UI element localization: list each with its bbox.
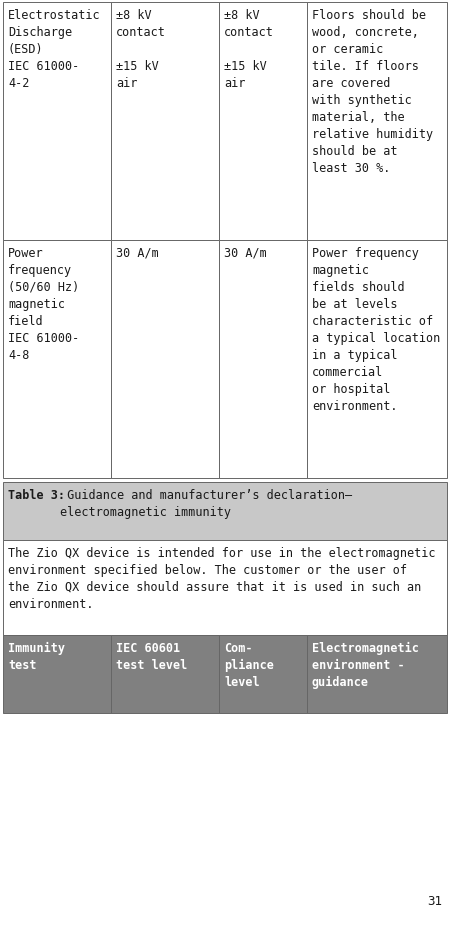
Bar [3, 2, 111, 240]
Text: Com-
pliance
level: Com- pliance level [224, 642, 274, 689]
Text: Floors should be
wood, concrete,
or ceramic
tile. If floors
are covered
with syn: Floors should be wood, concrete, or cera… [312, 9, 433, 175]
Bar [111, 635, 219, 713]
Text: Table 3:: Table 3: [8, 489, 65, 502]
Bar [3, 540, 447, 635]
Text: Power
frequency
(50/60 Hz)
magnetic
field
IEC 61000-
4-8: Power frequency (50/60 Hz) magnetic fiel… [8, 247, 79, 362]
Bar [111, 2, 219, 240]
Text: Electrostatic
Discharge
(ESD)
IEC 61000-
4-2: Electrostatic Discharge (ESD) IEC 61000-… [8, 9, 101, 90]
Bar [307, 240, 447, 478]
Text: Guidance and manufacturer’s declaration—
electromagnetic immunity: Guidance and manufacturer’s declaration—… [60, 489, 352, 519]
Text: Immunity
test: Immunity test [8, 642, 65, 672]
Text: 31: 31 [427, 895, 442, 908]
Text: Power frequency
magnetic
fields should
be at levels
characteristic of
a typical : Power frequency magnetic fields should b… [312, 247, 440, 413]
Text: The Zio QX device is intended for use in the electromagnetic
environment specifi: The Zio QX device is intended for use in… [8, 547, 436, 611]
Bar [307, 635, 447, 713]
Text: Electromagnetic
environment -
guidance: Electromagnetic environment - guidance [312, 642, 419, 689]
Bar [3, 240, 111, 478]
Bar [219, 240, 307, 478]
Bar [111, 240, 219, 478]
Text: IEC 60601
test level: IEC 60601 test level [116, 642, 187, 672]
Text: ±8 kV
contact

±15 kV
air: ±8 kV contact ±15 kV air [116, 9, 166, 90]
Text: 30 A/m: 30 A/m [224, 247, 267, 260]
Bar [3, 635, 111, 713]
Bar [307, 2, 447, 240]
Bar [219, 635, 307, 713]
Bar [219, 2, 307, 240]
Text: ±8 kV
contact

±15 kV
air: ±8 kV contact ±15 kV air [224, 9, 274, 90]
Text: 30 A/m: 30 A/m [116, 247, 159, 260]
Bar [3, 482, 447, 540]
